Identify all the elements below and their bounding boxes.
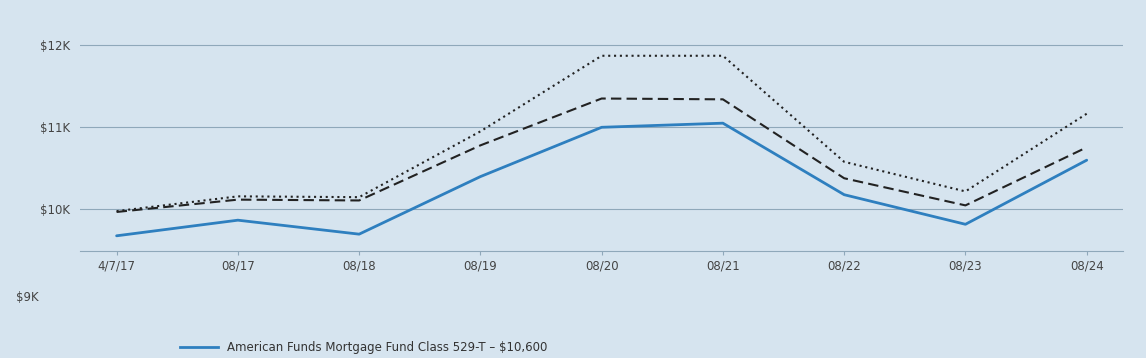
Text: $9K: $9K (16, 291, 38, 304)
Legend: American Funds Mortgage Fund Class 529-T – $10,600, Bloomberg U.S. Aggregate Ind: American Funds Mortgage Fund Class 529-T… (180, 341, 586, 358)
